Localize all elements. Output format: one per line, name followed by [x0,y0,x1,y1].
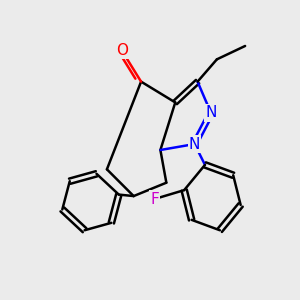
Text: N: N [205,105,217,120]
Text: N: N [189,136,200,152]
Text: O: O [116,43,128,58]
Text: F: F [150,191,159,206]
